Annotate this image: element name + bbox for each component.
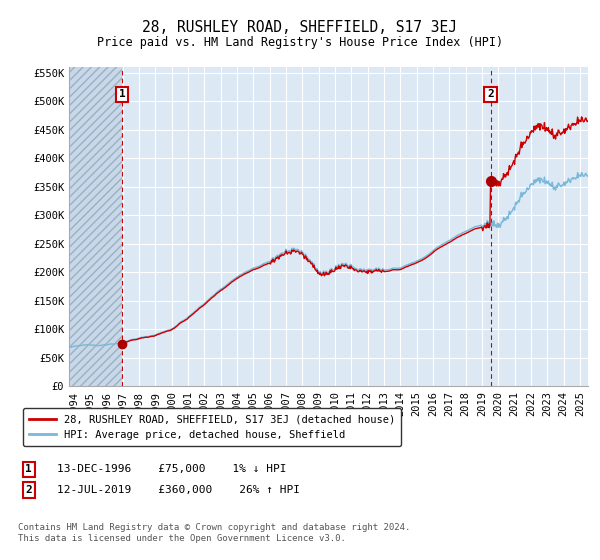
Bar xyxy=(69,67,122,386)
Text: 1: 1 xyxy=(25,464,32,474)
Text: 2: 2 xyxy=(25,485,32,495)
Text: Contains HM Land Registry data © Crown copyright and database right 2024.
This d: Contains HM Land Registry data © Crown c… xyxy=(18,524,410,543)
Text: 12-JUL-2019    £360,000    26% ↑ HPI: 12-JUL-2019 £360,000 26% ↑ HPI xyxy=(57,485,300,495)
Text: 2: 2 xyxy=(487,90,494,99)
Legend: 28, RUSHLEY ROAD, SHEFFIELD, S17 3EJ (detached house), HPI: Average price, detac: 28, RUSHLEY ROAD, SHEFFIELD, S17 3EJ (de… xyxy=(23,408,401,446)
Text: 28, RUSHLEY ROAD, SHEFFIELD, S17 3EJ: 28, RUSHLEY ROAD, SHEFFIELD, S17 3EJ xyxy=(143,20,458,35)
Text: 1: 1 xyxy=(119,90,125,99)
Text: Price paid vs. HM Land Registry's House Price Index (HPI): Price paid vs. HM Land Registry's House … xyxy=(97,36,503,49)
Text: 13-DEC-1996    £75,000    1% ↓ HPI: 13-DEC-1996 £75,000 1% ↓ HPI xyxy=(57,464,287,474)
